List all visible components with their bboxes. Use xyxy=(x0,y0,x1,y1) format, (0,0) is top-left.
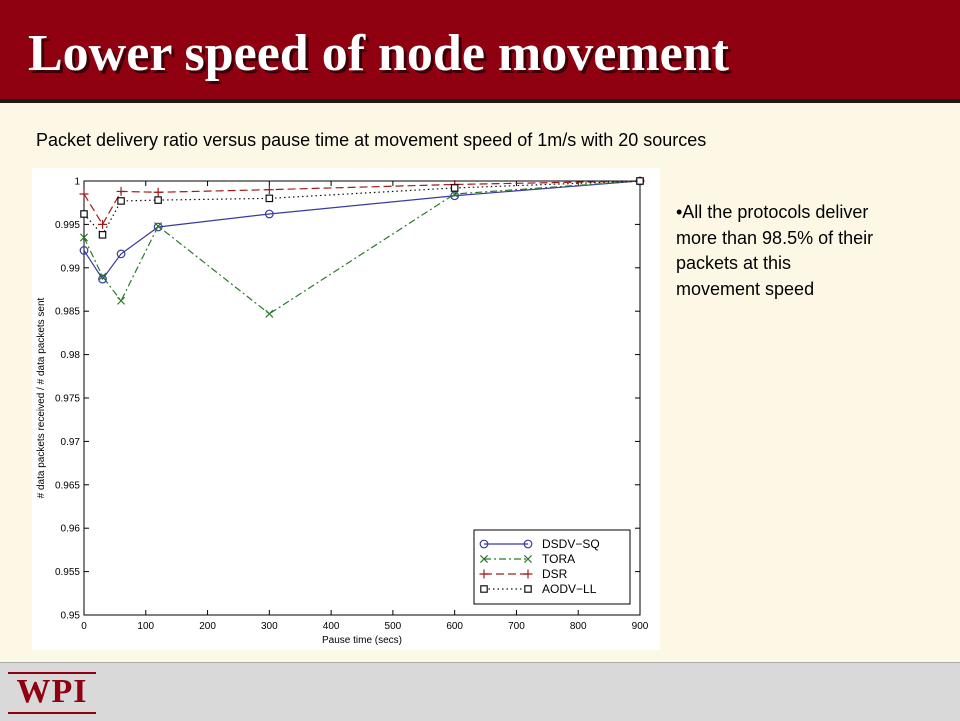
y-tick-label: 0.98 xyxy=(61,350,81,361)
y-tick-label: 0.99 xyxy=(61,263,81,274)
data-point-circle xyxy=(153,222,163,232)
y-tick-label: 0.96 xyxy=(61,524,81,535)
data-point-square xyxy=(80,210,88,218)
x-tick-label: 400 xyxy=(323,621,340,632)
legend-marker xyxy=(479,554,489,564)
data-point-plus xyxy=(264,185,274,195)
data-point-plus xyxy=(153,187,163,197)
y-tick-label: 0.985 xyxy=(55,307,80,318)
x-tick-label: 700 xyxy=(508,621,525,632)
data-point-square xyxy=(450,184,459,192)
data-point-square xyxy=(98,231,107,239)
x-tick-label: 300 xyxy=(261,621,278,632)
series-line-square xyxy=(83,180,641,236)
data-point-plus xyxy=(79,189,89,199)
data-point-x xyxy=(117,296,126,305)
legend-box xyxy=(473,529,631,605)
legend-label: DSR xyxy=(542,567,568,581)
data-point-x xyxy=(265,309,274,318)
y-tick-label: 0.97 xyxy=(61,437,81,448)
y-tick-label: 0.995 xyxy=(55,220,80,231)
data-point-circle xyxy=(264,209,274,219)
x-tick-label: 200 xyxy=(199,621,216,632)
chart-panel: 0 100 200 300 400 500 600 700 800 900 0.95 0.955 0.9… xyxy=(32,168,660,650)
data-point-plus xyxy=(116,186,126,196)
x-axis-label: Pause time (secs) xyxy=(322,635,402,646)
data-point-x xyxy=(79,233,89,242)
legend-label: TORA xyxy=(542,552,575,566)
x-tick-label: 900 xyxy=(632,621,649,632)
x-tick-label: 600 xyxy=(446,621,463,632)
series-line-x xyxy=(83,180,641,315)
legend-marker xyxy=(480,585,488,593)
data-point-square xyxy=(154,196,162,204)
line-chart: 0 100 200 300 400 500 600 700 800 900 0.95 0.955 0.9… xyxy=(36,176,649,646)
logo-top-rule xyxy=(8,672,96,674)
y-tick-label: 0.955 xyxy=(55,567,80,578)
data-point-circle xyxy=(116,249,126,259)
data-point-square xyxy=(117,197,125,205)
legend-marker xyxy=(523,539,533,549)
legend-marker xyxy=(479,539,489,549)
legend-label: AODV−LL xyxy=(542,582,597,596)
legend-label: DSDV−SQ xyxy=(542,537,600,551)
wpi-logo: WPI xyxy=(8,672,96,714)
data-point-square xyxy=(265,194,274,203)
data-point-square xyxy=(636,177,644,185)
bullet-point: •All the protocols deliver more than 98.… xyxy=(676,202,874,299)
y-axis-label: # data packets received / # data packets… xyxy=(36,297,47,498)
y-tick-label: 1 xyxy=(74,177,80,188)
legend-marker xyxy=(524,585,532,593)
chart-caption: Packet delivery ratio versus pause time … xyxy=(36,130,707,150)
data-point-circle xyxy=(98,274,107,284)
legend-marker xyxy=(523,554,533,564)
data-point-x xyxy=(154,222,163,231)
logo-text: WPI xyxy=(16,673,88,710)
data-point-x xyxy=(98,272,107,281)
y-tick-label: 0.965 xyxy=(55,480,80,491)
slide-title: Lower speed of node movement xyxy=(28,25,729,82)
x-tick-label: 0 xyxy=(81,621,87,632)
data-point-circle xyxy=(79,246,89,255)
legend-marker xyxy=(479,569,489,579)
x-tick-label: 800 xyxy=(570,621,587,632)
y-tick-label: 0.975 xyxy=(55,394,80,405)
data-point-circle xyxy=(450,191,460,201)
x-tick-label: 500 xyxy=(385,621,402,632)
x-tick-label: 100 xyxy=(137,621,154,632)
legend-marker xyxy=(523,569,533,579)
footer-bar xyxy=(0,662,960,721)
logo-bottom-rule xyxy=(8,712,96,714)
series-line-circle xyxy=(83,180,641,281)
title-bar xyxy=(0,0,960,103)
y-tick-label: 0.95 xyxy=(61,611,81,622)
data-point-plus xyxy=(98,219,108,229)
